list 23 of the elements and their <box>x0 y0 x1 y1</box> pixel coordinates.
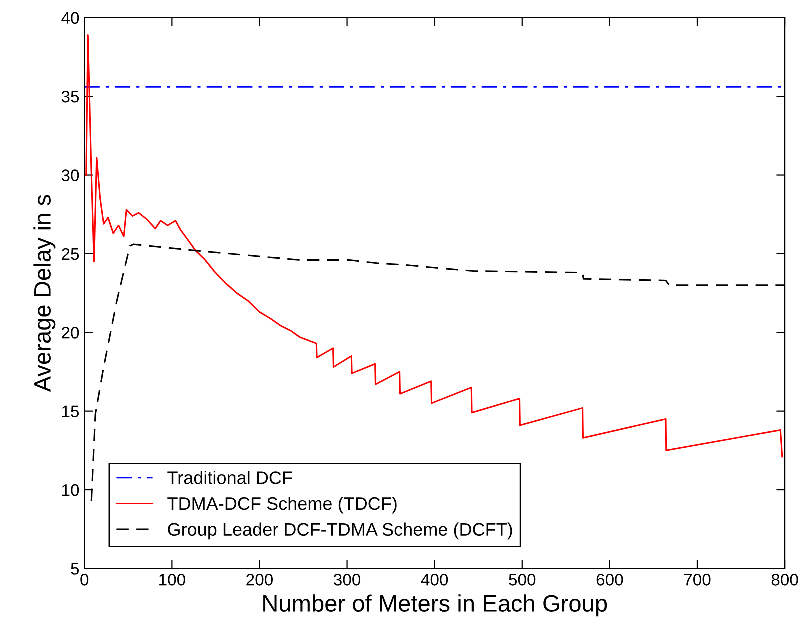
y-tick-label: 15 <box>62 406 80 418</box>
x-tick-label: 100 <box>160 574 186 586</box>
x-tick-label: 700 <box>684 574 711 586</box>
y-tick-label: 20 <box>62 327 80 339</box>
x-tick-label: 0 <box>80 574 89 586</box>
x-tick-label: 300 <box>334 574 361 586</box>
y-tick-label: 25 <box>62 248 80 260</box>
line-series <box>86 34 784 458</box>
x-tick-label: 400 <box>421 574 448 586</box>
legend-label: Group Leader DCF-TDMA Scheme (DCFT) <box>168 522 512 540</box>
y-tick-label: 35 <box>62 90 80 103</box>
x-tick-label: 600 <box>596 574 624 586</box>
y-axis-title: Average Delay in s <box>34 195 56 392</box>
x-tick-label: 800 <box>772 574 798 586</box>
x-tick-label: 500 <box>509 574 536 586</box>
legend-label: Traditional DCF <box>168 471 292 484</box>
y-tick-label: 30 <box>62 170 80 182</box>
x-axis-title: Number of Meters in Each Group <box>264 594 608 617</box>
y-tick-label: 5 <box>71 563 80 575</box>
y-tick-label: 40 <box>62 12 80 24</box>
y-tick-label: 10 <box>62 484 80 496</box>
x-tick-label: 200 <box>246 574 273 586</box>
legend-label: TDMA-DCF Scheme (TDCF) <box>168 496 397 514</box>
